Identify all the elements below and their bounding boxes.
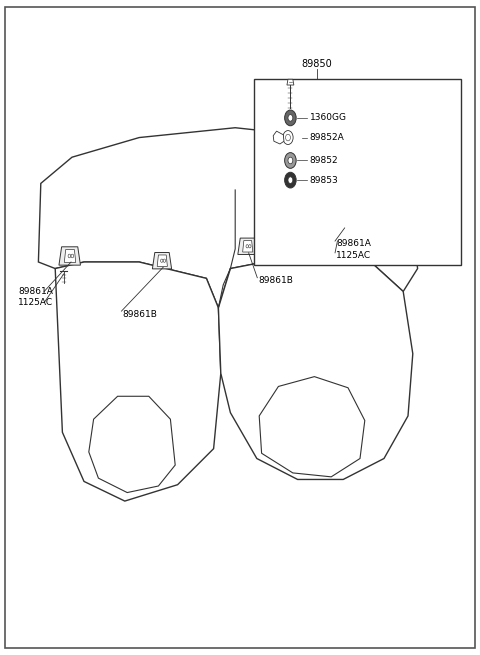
Circle shape (342, 220, 344, 224)
Polygon shape (38, 128, 418, 308)
Circle shape (288, 177, 293, 183)
Circle shape (246, 244, 249, 248)
Circle shape (285, 172, 296, 188)
Polygon shape (238, 238, 257, 254)
Polygon shape (338, 215, 349, 229)
Circle shape (288, 157, 293, 164)
Polygon shape (55, 262, 221, 501)
Text: 89861B: 89861B (122, 310, 157, 319)
Polygon shape (157, 255, 168, 267)
Circle shape (285, 153, 296, 168)
Text: 89852A: 89852A (310, 133, 344, 142)
Polygon shape (64, 250, 76, 263)
Circle shape (286, 134, 290, 141)
Text: 1125AC: 1125AC (336, 251, 371, 260)
Circle shape (161, 259, 163, 262)
Circle shape (288, 115, 293, 121)
Polygon shape (333, 213, 354, 231)
Text: 89861A: 89861A (336, 239, 371, 248)
Text: 89850: 89850 (301, 59, 332, 69)
Circle shape (71, 254, 74, 258)
Polygon shape (59, 247, 81, 265)
Polygon shape (273, 131, 284, 144)
Text: 89861B: 89861B (258, 276, 293, 285)
Text: 1125AC: 1125AC (18, 298, 53, 307)
Polygon shape (89, 396, 175, 493)
Circle shape (163, 259, 166, 262)
Polygon shape (218, 255, 413, 479)
Circle shape (283, 130, 293, 145)
Text: 89853: 89853 (310, 176, 338, 185)
Circle shape (285, 110, 296, 126)
Bar (254, 79, 461, 265)
Polygon shape (243, 240, 253, 252)
Text: 89852: 89852 (310, 156, 338, 165)
Circle shape (345, 220, 348, 224)
Polygon shape (259, 377, 365, 477)
Text: 1360GG: 1360GG (310, 113, 347, 122)
Circle shape (68, 254, 71, 258)
Circle shape (249, 244, 251, 248)
Polygon shape (153, 253, 172, 269)
Text: 89861A: 89861A (18, 287, 53, 296)
Polygon shape (287, 79, 294, 85)
